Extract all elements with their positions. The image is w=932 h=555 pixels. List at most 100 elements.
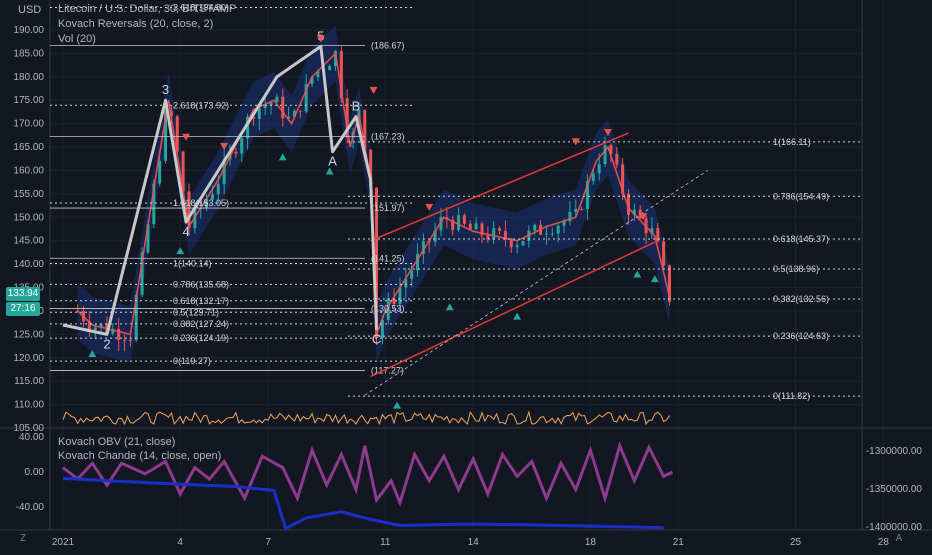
- candle-body: [210, 194, 214, 200]
- indicator-volume[interactable]: Vol (20): [58, 33, 96, 45]
- candle-body: [146, 224, 150, 253]
- candle-body: [263, 105, 267, 109]
- candle-body: [632, 209, 636, 215]
- candle-body: [580, 208, 584, 210]
- candle-body: [339, 51, 343, 99]
- sub-y-tick-label: -40.00: [16, 502, 45, 513]
- fib-mid-label: (130.53): [371, 303, 405, 313]
- candle-body: [117, 328, 121, 340]
- candle-body: [650, 228, 654, 234]
- volume-line: [62, 410, 670, 426]
- y-tick-label: 125.00: [13, 329, 44, 340]
- candle-body: [298, 110, 302, 112]
- candle-body: [562, 221, 566, 226]
- y-tick-label: 105.00: [13, 423, 44, 434]
- candle-body: [433, 230, 437, 242]
- fib-level-label: 3.618(194.80): [173, 3, 229, 13]
- candle-body: [597, 163, 601, 174]
- candle-body: [216, 184, 220, 195]
- fib-right-label: 0.786(154.49): [773, 191, 829, 201]
- candle-body: [257, 108, 261, 119]
- y-tick-label: 145.00: [13, 236, 44, 247]
- y-tick-label: 120.00: [13, 353, 44, 364]
- candle-body: [275, 96, 279, 103]
- y-tick-label: 140.00: [13, 259, 44, 270]
- candle-body: [404, 278, 408, 288]
- candle-body: [468, 223, 472, 230]
- candle-body: [140, 252, 144, 295]
- y-tick-label: 155.00: [13, 189, 44, 200]
- buy-marker: [445, 303, 454, 311]
- candle-body: [521, 241, 525, 246]
- indicator-kovach-obv[interactable]: Kovach OBV (21, close): [58, 436, 176, 448]
- fib-mid-label: (117.27): [371, 366, 404, 376]
- y-tick-label: 185.00: [13, 48, 44, 59]
- fib-mid-label: (141.25): [371, 253, 405, 263]
- candle-body: [287, 116, 291, 119]
- candle-body: [240, 138, 244, 154]
- candle-body: [292, 110, 296, 117]
- candle-body: [87, 321, 91, 331]
- fib-level-label: 1.618(153.05): [173, 198, 229, 208]
- candle-body: [416, 254, 420, 271]
- currency-label: USD: [18, 4, 42, 16]
- candle-body: [328, 66, 332, 71]
- wave-label: 3: [162, 82, 169, 97]
- z-button[interactable]: Z: [19, 533, 27, 544]
- fib-level-label: 0.618(132.17): [173, 296, 229, 306]
- sell-marker: [220, 143, 229, 151]
- x-tick-label: 28: [878, 537, 890, 548]
- fib-level-label: 1(140.14): [173, 258, 212, 268]
- candle-body: [128, 340, 132, 342]
- candle-body: [134, 294, 138, 341]
- candle-body: [398, 287, 402, 305]
- a-button[interactable]: A: [895, 533, 903, 544]
- candle-body: [380, 319, 384, 339]
- candle-body: [556, 225, 560, 234]
- symbol-title: Litecoin / U.S. Dollar, 30, BITSTAMP: [58, 3, 237, 15]
- candle-body: [568, 211, 572, 222]
- candle-body: [187, 191, 191, 229]
- candle-body: [585, 180, 589, 209]
- x-tick-label: 18: [585, 537, 597, 548]
- candle-body: [544, 233, 548, 235]
- y-tick-label: 180.00: [13, 72, 44, 83]
- candle-body: [451, 219, 455, 230]
- buy-marker: [513, 312, 522, 320]
- candle-body: [205, 199, 209, 209]
- candle-body: [251, 116, 255, 119]
- candle-body: [123, 339, 127, 341]
- fib-level-label: 0.382(127.24): [173, 319, 229, 329]
- candle-body: [234, 151, 238, 154]
- candle-body: [363, 110, 367, 150]
- y-tick-label: 170.00: [13, 119, 44, 130]
- candle-body: [345, 98, 349, 138]
- candle-body: [111, 328, 115, 334]
- fib-level-label: 0.786(135.68): [173, 279, 229, 289]
- candle-body: [181, 151, 185, 192]
- buy-marker: [393, 401, 402, 409]
- candle-body: [222, 159, 226, 185]
- fib-mid-label: (167.23): [371, 132, 405, 142]
- candle-body: [410, 270, 414, 279]
- trend-extension-line: [364, 170, 708, 396]
- candle-body: [93, 327, 97, 331]
- fib-right-label: 0.236(124.63): [773, 331, 829, 341]
- candle-body: [656, 228, 660, 242]
- chande-oscillator-line: [62, 441, 674, 508]
- elliott-wave-path: [62, 44, 379, 336]
- candle-body: [246, 116, 250, 139]
- buy-marker: [633, 270, 642, 278]
- indicator-kovach-chande[interactable]: Kovach Chande (14, close, open): [58, 450, 222, 462]
- candle-body: [99, 324, 103, 328]
- buy-marker: [325, 167, 334, 175]
- candle-body: [621, 164, 625, 194]
- candle-body: [462, 215, 466, 224]
- sell-marker: [316, 35, 325, 43]
- candle-body: [457, 215, 461, 230]
- candle-body: [609, 145, 613, 155]
- indicator-kovach-reversals[interactable]: Kovach Reversals (20, close, 2): [58, 18, 214, 30]
- candle-body: [626, 193, 630, 215]
